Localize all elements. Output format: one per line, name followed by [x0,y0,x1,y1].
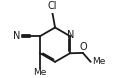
Text: Me: Me [33,68,47,77]
Text: N: N [13,31,20,41]
Text: Me: Me [93,57,106,66]
Text: Cl: Cl [48,1,57,11]
Text: N: N [67,30,75,40]
Text: O: O [79,42,87,52]
